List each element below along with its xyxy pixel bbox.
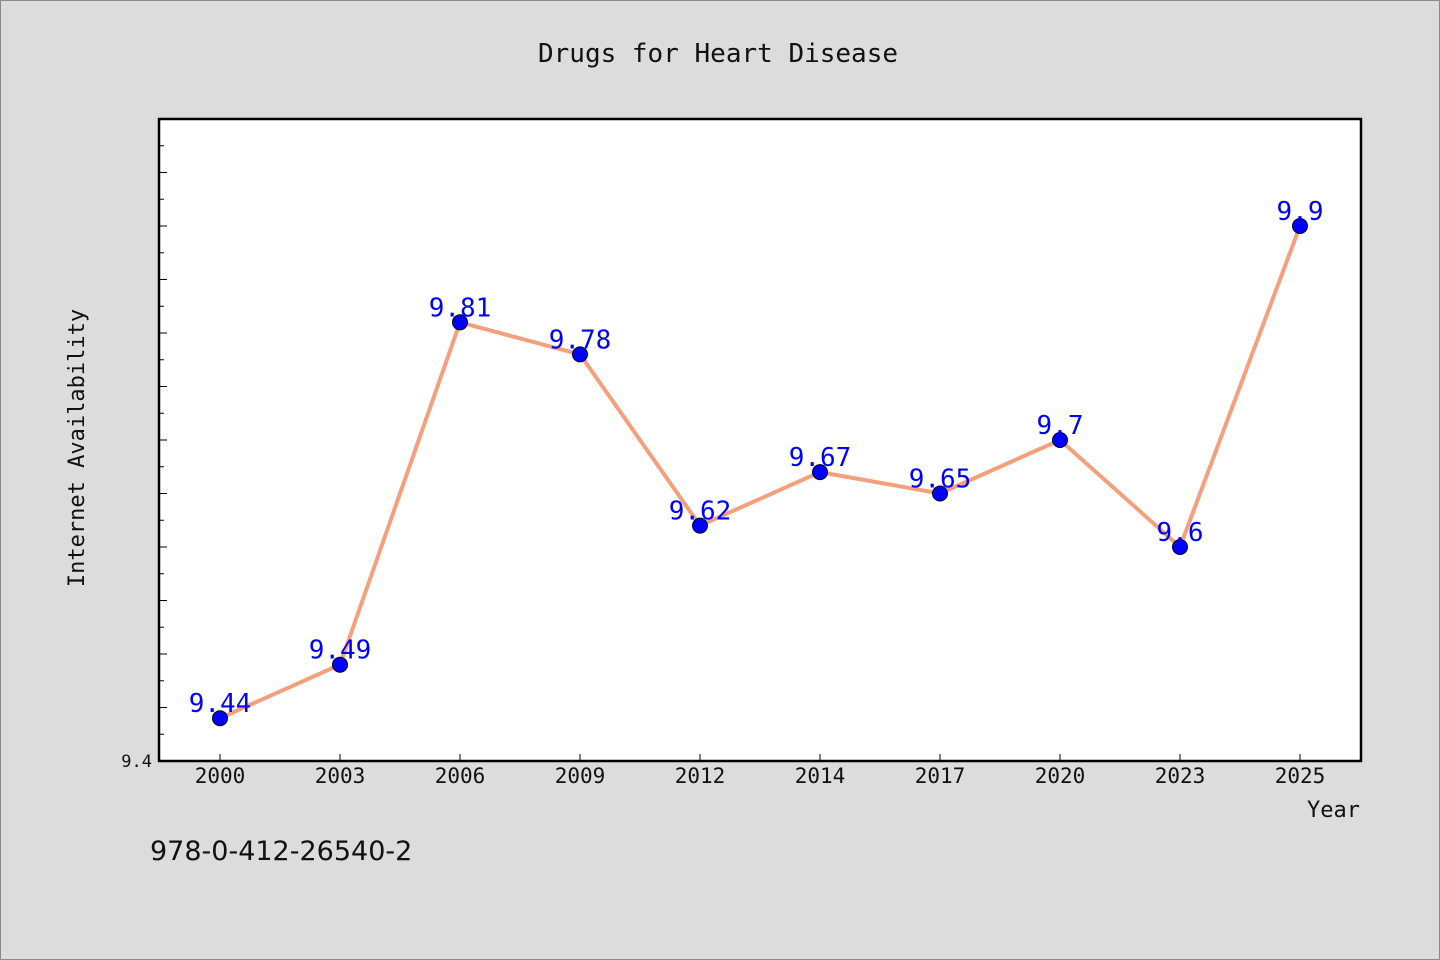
x-axis-ticks bbox=[219, 754, 1301, 761]
footer-code: 978-0-412-26540-2 bbox=[150, 836, 413, 867]
data-label: 9.9 bbox=[1277, 197, 1324, 227]
x-tick-label: 2017 bbox=[915, 764, 966, 788]
data-point bbox=[212, 710, 228, 727]
data-label: 9.62 bbox=[669, 497, 732, 527]
y-axis-ticks bbox=[159, 145, 167, 735]
data-label: 9.67 bbox=[789, 443, 852, 473]
y-tick-label: 9.4 bbox=[121, 752, 152, 772]
data-point bbox=[1172, 539, 1188, 555]
x-tick-label: 2023 bbox=[1155, 764, 1206, 788]
data-point bbox=[1052, 432, 1068, 448]
data-label: 9.6 bbox=[1157, 518, 1204, 548]
data-point bbox=[812, 464, 828, 481]
x-tick-label: 2012 bbox=[675, 764, 726, 788]
data-label: 9.78 bbox=[549, 325, 612, 355]
data-point bbox=[572, 346, 588, 363]
plot-area bbox=[157, 117, 1363, 763]
data-point bbox=[692, 517, 708, 534]
chart-title: Drugs for Heart Disease bbox=[538, 39, 898, 69]
data-point bbox=[332, 656, 348, 673]
x-tick-label: 2020 bbox=[1035, 764, 1086, 788]
series-line bbox=[219, 225, 1302, 721]
x-axis-tick-labels: 2000 2003 2006 2009 2012 2014 2017 2020 2023 2025 bbox=[195, 764, 1326, 788]
x-tick-label: 2006 bbox=[435, 764, 486, 788]
data-point bbox=[1292, 218, 1308, 234]
x-tick-label: 2009 bbox=[555, 764, 606, 788]
x-tick-label: 2025 bbox=[1275, 764, 1326, 788]
data-label: 9.49 bbox=[309, 636, 372, 666]
x-tick-label: 2014 bbox=[795, 764, 846, 788]
x-tick-label: 2003 bbox=[315, 764, 366, 788]
data-point bbox=[932, 485, 948, 502]
data-label: 9.44 bbox=[189, 689, 252, 719]
x-tick-label: 2000 bbox=[195, 764, 246, 788]
series-markers bbox=[212, 218, 1308, 727]
data-label: 9.7 bbox=[1037, 411, 1084, 441]
data-label: 9.65 bbox=[909, 465, 972, 495]
x-axis-label: Year bbox=[1307, 798, 1360, 823]
data-label: 9.81 bbox=[429, 293, 492, 323]
y-axis-tick-labels: 9.4 bbox=[121, 752, 152, 772]
data-point bbox=[452, 314, 468, 331]
data-labels: 9.44 9.49 9.81 9.78 9.62 9.67 9.65 9.7 9.6 9.9 bbox=[189, 197, 1324, 719]
y-axis-label: Internet Availability bbox=[65, 309, 90, 587]
